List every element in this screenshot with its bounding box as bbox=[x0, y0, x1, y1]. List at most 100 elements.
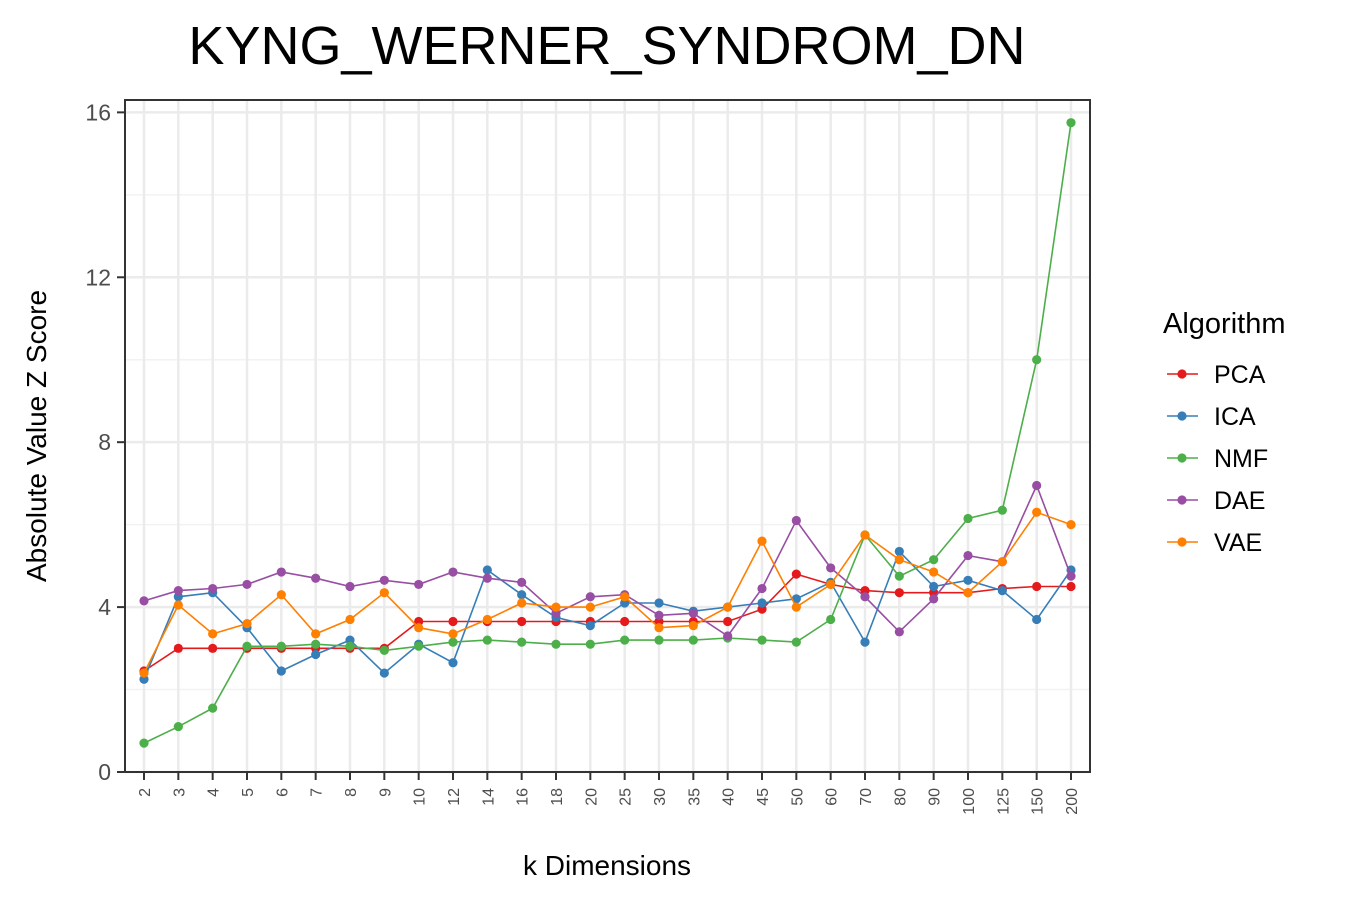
x-tick-label: 35 bbox=[686, 788, 703, 806]
legend-label: ICA bbox=[1214, 403, 1256, 431]
data-point-vae bbox=[688, 621, 698, 631]
legend-item-ica: ICA bbox=[1167, 403, 1256, 431]
data-point-nmf bbox=[791, 637, 801, 647]
x-tick-label: 3 bbox=[171, 788, 188, 797]
x-tick-label: 40 bbox=[721, 788, 738, 806]
x-tick-label: 7 bbox=[309, 788, 326, 797]
x-tick-label: 80 bbox=[892, 788, 909, 806]
data-point-nmf bbox=[1032, 355, 1042, 365]
x-tick-label: 100 bbox=[961, 788, 978, 815]
data-point-nmf bbox=[345, 641, 355, 651]
legend-label: PCA bbox=[1214, 361, 1266, 389]
legend-item-nmf: NMF bbox=[1167, 445, 1268, 473]
data-point-dae bbox=[414, 579, 424, 590]
data-point-nmf bbox=[1066, 118, 1076, 128]
data-point-vae bbox=[585, 602, 595, 612]
y-tick-label: 0 bbox=[98, 759, 111, 785]
data-point-dae bbox=[791, 515, 801, 526]
legend-label: NMF bbox=[1214, 445, 1268, 473]
data-point-ica bbox=[585, 621, 595, 631]
x-tick-label: 12 bbox=[446, 788, 463, 806]
data-point-nmf bbox=[414, 641, 424, 651]
data-point-dae bbox=[311, 573, 321, 583]
x-tick-label: 8 bbox=[343, 788, 360, 797]
data-point-dae bbox=[894, 627, 904, 637]
x-tick-label: 4 bbox=[206, 788, 223, 797]
data-point-vae bbox=[894, 555, 904, 565]
data-point-vae bbox=[723, 602, 733, 612]
data-point-nmf bbox=[482, 635, 492, 645]
series-line-dae bbox=[143, 483, 1072, 638]
data-point-vae bbox=[1066, 520, 1076, 530]
data-point-vae bbox=[929, 567, 939, 577]
data-point-dae bbox=[654, 610, 664, 620]
legend-items: PCA ICA NMF DAE VAE bbox=[1167, 361, 1268, 557]
data-point-pca bbox=[173, 643, 183, 653]
grid bbox=[125, 100, 1090, 774]
data-point-dae bbox=[757, 583, 767, 594]
data-point-nmf bbox=[826, 614, 836, 625]
series-line-ica bbox=[143, 549, 1072, 680]
data-point-ica bbox=[379, 668, 389, 678]
x-tick-label: 50 bbox=[789, 788, 806, 806]
data-point-ica bbox=[448, 658, 458, 668]
data-point-pca bbox=[1066, 581, 1076, 592]
x-tick-label: 14 bbox=[480, 788, 497, 806]
series-line-vae bbox=[143, 511, 1072, 674]
data-point-vae bbox=[345, 614, 355, 625]
data-point-nmf bbox=[894, 571, 904, 581]
data-point-vae bbox=[826, 579, 836, 590]
data-point-dae bbox=[1032, 480, 1042, 491]
data-point-ica bbox=[276, 666, 286, 676]
data-point-dae bbox=[585, 592, 595, 602]
data-point-vae bbox=[963, 588, 973, 598]
data-point-pca bbox=[517, 616, 527, 627]
data-point-dae bbox=[208, 583, 218, 594]
legend-label: VAE bbox=[1214, 529, 1262, 557]
x-tick-label: 60 bbox=[824, 788, 841, 806]
data-point-vae bbox=[173, 600, 183, 610]
legend-item-vae: VAE bbox=[1167, 529, 1262, 557]
data-point-nmf bbox=[551, 639, 561, 649]
data-point-vae bbox=[757, 536, 767, 546]
x-tick-label: 6 bbox=[274, 788, 291, 797]
data-point-ica bbox=[654, 598, 664, 608]
data-point-pca bbox=[208, 643, 218, 653]
data-point-ica bbox=[757, 598, 767, 608]
data-point-pca bbox=[723, 616, 733, 627]
data-point-dae bbox=[276, 567, 286, 577]
data-point-vae bbox=[517, 598, 527, 608]
data-point-nmf bbox=[276, 641, 286, 651]
series-dae bbox=[139, 480, 1076, 641]
data-point-vae bbox=[414, 623, 424, 633]
data-point-nmf bbox=[620, 635, 630, 645]
series-vae bbox=[139, 507, 1076, 678]
legend-key-point bbox=[1177, 453, 1187, 463]
x-tick-label: 45 bbox=[755, 788, 772, 806]
data-point-vae bbox=[482, 614, 492, 625]
data-point-vae bbox=[208, 629, 218, 639]
y-tick-label: 16 bbox=[85, 99, 111, 125]
data-point-dae bbox=[448, 567, 458, 577]
legend-key-point bbox=[1177, 495, 1187, 505]
data-point-nmf bbox=[517, 637, 527, 647]
data-point-dae bbox=[345, 581, 355, 592]
series-group bbox=[139, 118, 1076, 748]
data-point-ica bbox=[997, 586, 1007, 596]
data-point-dae bbox=[963, 550, 973, 561]
data-point-vae bbox=[1032, 507, 1042, 517]
data-point-nmf bbox=[929, 555, 939, 565]
data-point-nmf bbox=[379, 645, 389, 655]
data-point-nmf bbox=[448, 637, 458, 647]
plot-panel-background bbox=[125, 100, 1090, 772]
x-tick-label: 70 bbox=[858, 788, 875, 806]
legend-label: DAE bbox=[1214, 487, 1265, 515]
data-point-nmf bbox=[757, 635, 767, 645]
x-axis-title: k Dimensions bbox=[523, 850, 691, 881]
data-point-dae bbox=[139, 596, 149, 606]
data-point-dae bbox=[242, 579, 252, 590]
data-point-dae bbox=[723, 631, 733, 641]
data-point-vae bbox=[311, 629, 321, 639]
data-point-pca bbox=[1032, 581, 1042, 592]
